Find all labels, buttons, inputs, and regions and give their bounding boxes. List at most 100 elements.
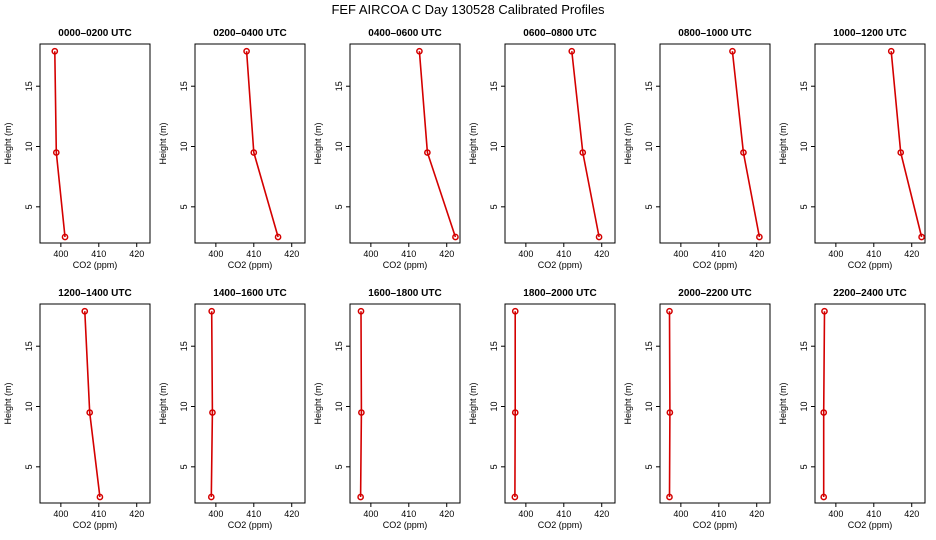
data-point <box>207 493 215 501</box>
y-tick-label: 10 <box>489 402 499 412</box>
panel-title: 0800–1000 UTC <box>678 28 751 39</box>
x-tick-label: 400 <box>828 249 843 259</box>
data-point <box>424 149 431 156</box>
data-point <box>568 47 576 55</box>
data-point <box>209 409 216 416</box>
x-tick-label: 400 <box>208 509 223 519</box>
data-point <box>666 307 673 315</box>
y-tick-label: 10 <box>24 142 34 152</box>
data-point <box>821 307 828 315</box>
y-axis-label: Height (m) <box>623 122 633 164</box>
x-axis-label: CO2 (ppm) <box>538 520 583 530</box>
y-tick-label: 15 <box>334 341 344 351</box>
y-tick-label: 15 <box>799 341 809 351</box>
data-point <box>595 233 603 241</box>
panel-1: 0000–0200 UTC 400 410 420 5 10 15 CO2 (ppm) Heig… <box>3 28 151 270</box>
y-axis-label: Height (m) <box>778 382 788 424</box>
y-tick-label: 5 <box>644 204 654 209</box>
x-tick-label: 400 <box>673 249 688 259</box>
x-tick-label: 410 <box>866 509 881 519</box>
panel-7: 1200–1400 UTC 400 410 420 5 10 15 CO2 (ppm) Heig… <box>3 288 151 530</box>
plot-frame <box>39 43 151 244</box>
data-point <box>820 409 828 416</box>
x-tick-label: 410 <box>556 509 571 519</box>
y-tick-label: 15 <box>489 81 499 91</box>
x-tick-label: 400 <box>363 249 378 259</box>
y-tick-label: 10 <box>334 402 344 412</box>
data-point <box>358 409 365 416</box>
x-tick-label: 410 <box>711 509 726 519</box>
y-axis-label: Height (m) <box>623 382 633 424</box>
panel-title: 1800–2000 UTC <box>523 288 596 299</box>
x-axis-label: CO2 (ppm) <box>383 520 428 530</box>
x-tick-label: 420 <box>904 249 919 259</box>
panel-3: 0400–0600 UTC 400 410 420 5 10 15 CO2 (ppm) Heig… <box>313 28 461 270</box>
panel-title: 0200–0400 UTC <box>213 28 286 39</box>
data-point <box>452 233 459 241</box>
y-tick-label: 15 <box>179 81 189 91</box>
x-tick-label: 420 <box>284 249 299 259</box>
plot-frame <box>814 43 926 244</box>
y-tick-label: 10 <box>24 402 34 412</box>
data-point <box>887 47 895 55</box>
x-axis-label: CO2 (ppm) <box>73 520 118 530</box>
x-tick-label: 410 <box>711 249 726 259</box>
panel-title: 0000–0200 UTC <box>58 28 131 39</box>
data-point <box>51 47 59 55</box>
data-point <box>61 233 69 241</box>
plot-frame <box>39 303 151 504</box>
plot-frame <box>194 303 306 504</box>
x-tick-label: 410 <box>246 509 261 519</box>
panel-8: 1400–1600 UTC 400 410 420 5 10 15 CO2 (ppm) Heig… <box>158 288 306 530</box>
x-tick-label: 410 <box>91 249 106 259</box>
panel-title: 1000–1200 UTC <box>833 28 906 39</box>
data-point <box>756 233 763 241</box>
data-point <box>81 307 89 315</box>
y-tick-label: 15 <box>644 81 654 91</box>
y-tick-label: 5 <box>334 204 344 209</box>
y-tick-label: 15 <box>24 81 34 91</box>
x-tick-label: 420 <box>594 509 609 519</box>
plot-frame <box>194 43 306 244</box>
panel-11: 2000–2200 UTC 400 410 420 5 10 15 CO2 (ppm) Heig… <box>623 288 771 530</box>
y-axis-label: Height (m) <box>468 122 478 164</box>
y-axis-label: Height (m) <box>3 382 13 424</box>
panel-title: 0400–0600 UTC <box>368 28 441 39</box>
data-point <box>250 149 258 156</box>
x-tick-label: 400 <box>208 249 223 259</box>
x-tick-label: 420 <box>749 509 764 519</box>
panel-title: 1400–1600 UTC <box>213 288 286 299</box>
y-tick-label: 5 <box>644 464 654 469</box>
panel-12: 2200–2400 UTC 400 410 420 5 10 15 CO2 (ppm) Heig… <box>778 288 926 530</box>
x-tick-label: 400 <box>518 509 533 519</box>
plot-frame <box>504 43 616 244</box>
x-tick-label: 420 <box>594 249 609 259</box>
y-tick-label: 15 <box>799 81 809 91</box>
x-tick-label: 420 <box>439 509 454 519</box>
profile-line <box>54 51 66 238</box>
panel-9: 1600–1800 UTC 400 410 420 5 10 15 CO2 (ppm) Heig… <box>313 288 461 530</box>
panel-6: 1000–1200 UTC 400 410 420 5 10 15 CO2 (ppm) Heig… <box>778 28 926 270</box>
y-tick-label: 15 <box>489 341 499 351</box>
profile-line <box>245 51 279 238</box>
y-axis-label: Height (m) <box>313 382 323 424</box>
data-point <box>243 47 250 55</box>
x-tick-label: 420 <box>284 509 299 519</box>
plot-frame <box>659 303 771 504</box>
data-point <box>666 493 673 501</box>
x-tick-label: 410 <box>246 249 261 259</box>
y-tick-label: 10 <box>334 142 344 152</box>
data-point <box>96 493 104 501</box>
y-tick-label: 10 <box>644 142 654 152</box>
y-axis-label: Height (m) <box>468 382 478 424</box>
y-tick-label: 15 <box>334 81 344 91</box>
profile-line <box>731 51 761 238</box>
x-tick-label: 420 <box>749 249 764 259</box>
y-tick-label: 15 <box>24 341 34 351</box>
x-axis-label: CO2 (ppm) <box>383 260 428 270</box>
x-axis-label: CO2 (ppm) <box>693 520 738 530</box>
x-tick-label: 410 <box>91 509 106 519</box>
y-tick-label: 10 <box>179 142 189 152</box>
panel-10: 1800–2000 UTC 400 410 420 5 10 15 CO2 (ppm) Heig… <box>468 288 616 530</box>
x-tick-label: 400 <box>518 249 533 259</box>
